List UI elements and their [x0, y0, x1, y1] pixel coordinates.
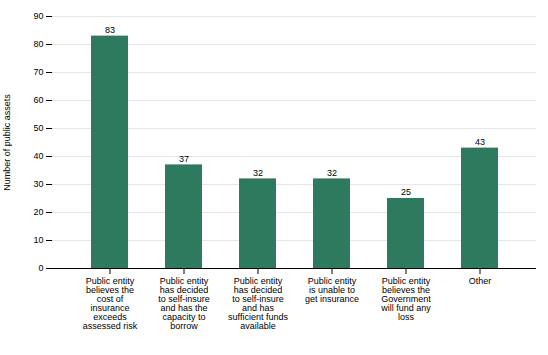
svg-text:0: 0 — [38, 263, 43, 273]
svg-text:50: 50 — [33, 123, 43, 133]
svg-text:32: 32 — [327, 168, 337, 178]
svg-text:Public entityhas decidedto sel: Public entityhas decidedto self-insurean… — [158, 276, 210, 331]
svg-text:37: 37 — [179, 154, 189, 164]
svg-text:Public entitybelieves theGover: Public entitybelieves theGovernmentwill … — [380, 276, 431, 322]
svg-text:Other: Other — [469, 276, 492, 286]
svg-text:40: 40 — [33, 151, 43, 161]
svg-text:10: 10 — [33, 235, 43, 245]
svg-text:Public entityis unable toget i: Public entityis unable toget insurance — [305, 276, 359, 304]
svg-text:25: 25 — [401, 187, 411, 197]
svg-text:32: 32 — [253, 168, 263, 178]
svg-text:43: 43 — [475, 137, 485, 147]
svg-text:20: 20 — [33, 207, 43, 217]
svg-text:30: 30 — [33, 179, 43, 189]
svg-text:90: 90 — [33, 11, 43, 21]
svg-text:70: 70 — [33, 67, 43, 77]
svg-text:83: 83 — [105, 25, 115, 35]
svg-text:80: 80 — [33, 39, 43, 49]
svg-text:60: 60 — [33, 95, 43, 105]
svg-text:Public entitybelieves thecost: Public entitybelieves thecost ofinsuranc… — [83, 276, 138, 331]
svg-text:Public entityhas decidedto sel: Public entityhas decidedto self-insurean… — [228, 276, 288, 331]
svg-text:Number of public assets: Number of public assets — [2, 94, 12, 191]
